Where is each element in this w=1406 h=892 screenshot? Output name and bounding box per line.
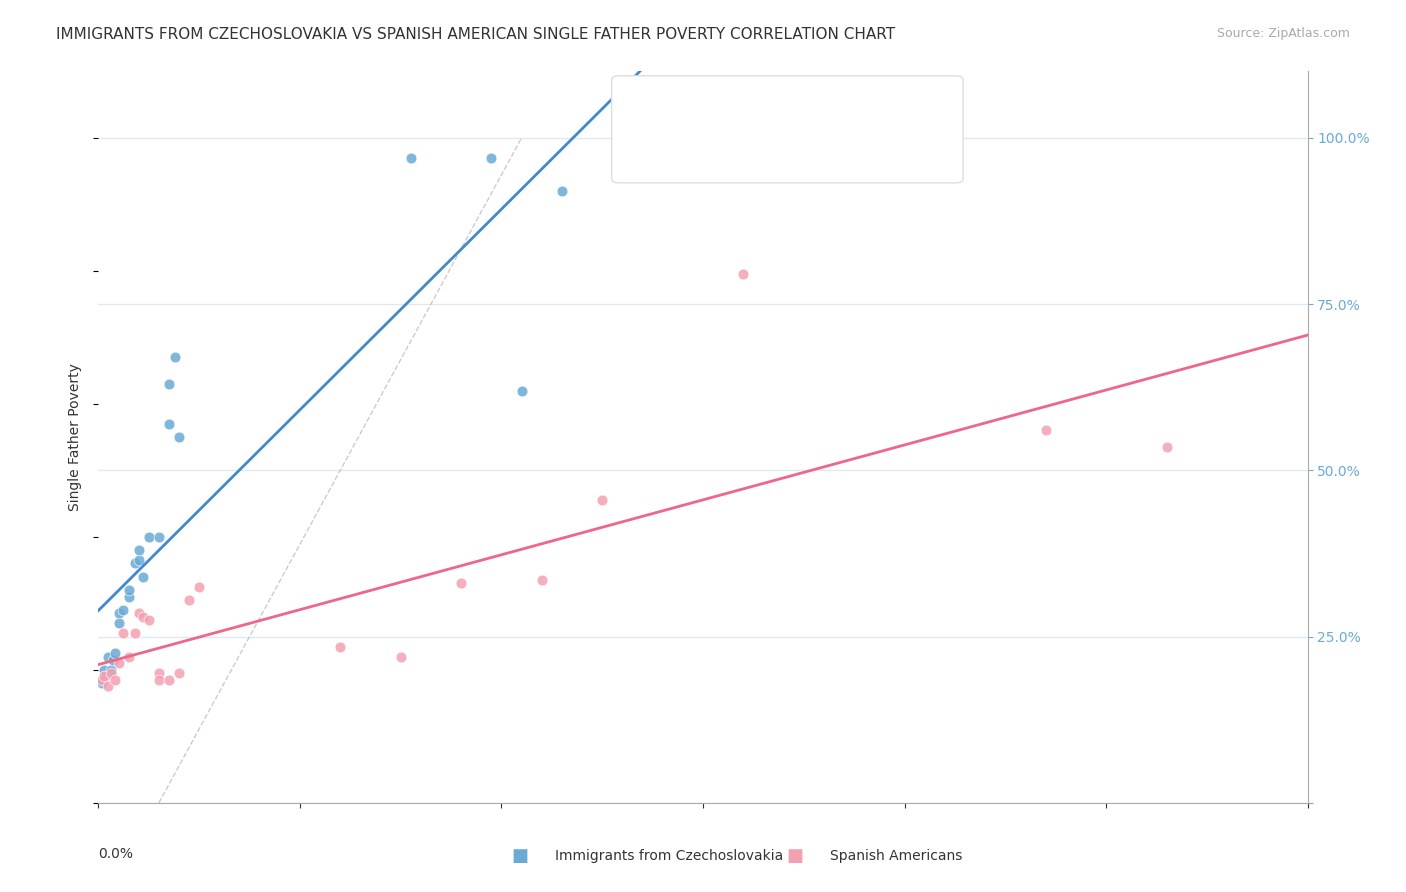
Point bbox=[107, 616, 129, 631]
Point bbox=[128, 553, 150, 567]
Point bbox=[93, 669, 115, 683]
Point bbox=[97, 680, 120, 694]
Point bbox=[91, 673, 114, 687]
Y-axis label: Single Father Poverty: Single Father Poverty bbox=[69, 363, 83, 511]
Point bbox=[107, 656, 129, 670]
Point bbox=[128, 607, 150, 621]
Point bbox=[329, 640, 352, 654]
Point bbox=[111, 603, 134, 617]
Text: ■: ■ bbox=[512, 847, 529, 865]
Point bbox=[389, 649, 412, 664]
Point bbox=[118, 590, 141, 604]
Point bbox=[188, 580, 211, 594]
Text: ■: ■ bbox=[636, 98, 652, 116]
Point bbox=[481, 151, 503, 165]
Text: ■: ■ bbox=[786, 847, 803, 865]
Point bbox=[1156, 440, 1178, 454]
Text: Immigrants from Czechoslovakia: Immigrants from Czechoslovakia bbox=[555, 849, 783, 863]
Point bbox=[179, 593, 201, 607]
Point bbox=[124, 626, 146, 640]
Text: ■: ■ bbox=[636, 143, 652, 161]
Point bbox=[1035, 424, 1057, 438]
Point bbox=[167, 430, 190, 444]
Text: 0.439: 0.439 bbox=[692, 145, 735, 159]
Text: 0.645: 0.645 bbox=[692, 100, 735, 114]
Point bbox=[138, 613, 160, 627]
Point bbox=[103, 646, 125, 660]
Point bbox=[100, 663, 122, 677]
Point bbox=[96, 669, 118, 683]
Point bbox=[591, 493, 613, 508]
Point bbox=[91, 676, 114, 690]
Text: 26: 26 bbox=[778, 100, 797, 114]
Text: Spanish Americans: Spanish Americans bbox=[830, 849, 962, 863]
Point bbox=[551, 184, 574, 198]
Point bbox=[101, 653, 124, 667]
Point bbox=[157, 376, 180, 391]
Point bbox=[97, 649, 120, 664]
Text: Source: ZipAtlas.com: Source: ZipAtlas.com bbox=[1216, 27, 1350, 40]
Text: N =: N = bbox=[745, 145, 776, 159]
Text: R =: R = bbox=[658, 145, 688, 159]
Text: N =: N = bbox=[745, 100, 776, 114]
Point bbox=[93, 663, 115, 677]
Point bbox=[510, 384, 533, 398]
Point bbox=[107, 607, 129, 621]
Point bbox=[118, 582, 141, 597]
Point bbox=[733, 267, 755, 281]
Point bbox=[148, 673, 170, 687]
Point bbox=[111, 626, 134, 640]
Point bbox=[132, 609, 155, 624]
Point bbox=[132, 570, 155, 584]
Point bbox=[157, 417, 180, 431]
Point bbox=[148, 530, 170, 544]
Point bbox=[163, 351, 186, 365]
Point bbox=[118, 649, 141, 664]
Text: 26: 26 bbox=[778, 145, 797, 159]
Point bbox=[450, 576, 472, 591]
Point bbox=[157, 673, 180, 687]
Point bbox=[167, 666, 190, 681]
Point bbox=[103, 673, 125, 687]
Text: 0.0%: 0.0% bbox=[98, 847, 134, 861]
Text: R =: R = bbox=[658, 100, 688, 114]
Point bbox=[148, 666, 170, 681]
Point bbox=[124, 557, 146, 571]
Point bbox=[128, 543, 150, 558]
Point bbox=[100, 666, 122, 681]
Point bbox=[138, 530, 160, 544]
Point bbox=[530, 573, 553, 587]
Point bbox=[399, 151, 422, 165]
Text: IMMIGRANTS FROM CZECHOSLOVAKIA VS SPANISH AMERICAN SINGLE FATHER POVERTY CORRELA: IMMIGRANTS FROM CZECHOSLOVAKIA VS SPANIS… bbox=[56, 27, 896, 42]
